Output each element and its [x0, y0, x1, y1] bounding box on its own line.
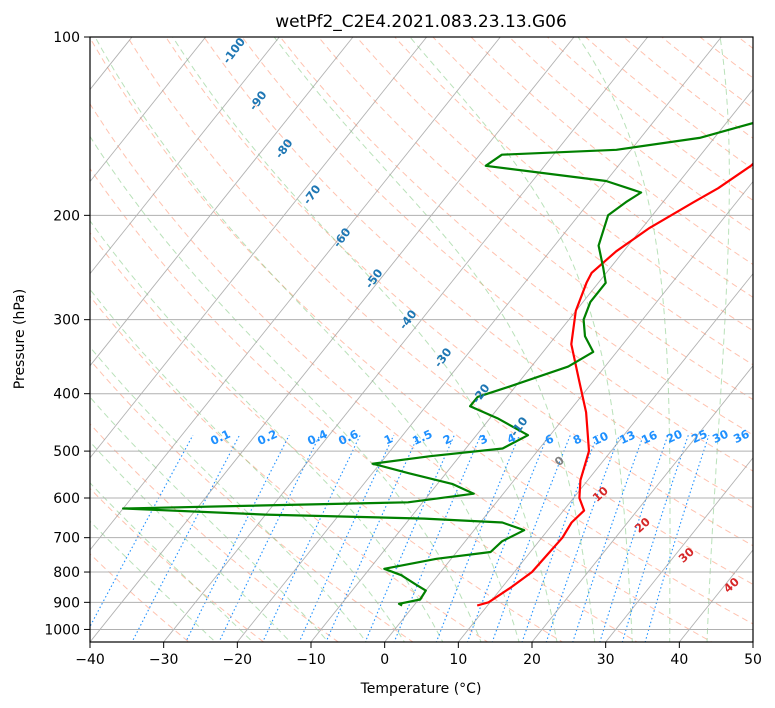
dry-adiabat-line	[355, 37, 753, 366]
isotherm-line	[531, 365, 753, 642]
mixing-ratio-label: 10	[590, 429, 610, 448]
x-tick-label: −20	[223, 652, 253, 668]
dry-adiabat-line	[90, 103, 713, 642]
moist-adiabat-line	[90, 135, 482, 642]
mixing-ratio-line	[435, 434, 520, 642]
temperature-profile-line	[476, 162, 753, 607]
moist-adiabat-line	[172, 37, 558, 642]
moist-adiabat-line	[90, 219, 444, 642]
x-axis-ticks: −40 −30 −20 −10 0 10 20 30 40 50	[75, 642, 762, 668]
mixing-ratio-label: 25	[689, 427, 709, 446]
mixing-ratio-label: 30	[710, 427, 730, 446]
isotherm-line	[236, 37, 722, 642]
moist-adiabat-line	[90, 520, 216, 642]
isotherm-line	[90, 37, 428, 459]
chart-title: wetPf2_C2E4.2021.083.23.13.G06	[275, 12, 567, 32]
plot-frame	[89, 36, 754, 643]
mixing-ratio-line	[298, 434, 395, 642]
mixing-ratio-line	[572, 435, 644, 642]
dry-adiabat-line	[165, 37, 753, 547]
mixing-ratio-line	[466, 434, 549, 642]
y-tick-label: 800	[53, 565, 80, 581]
mixing-ratio-label: 20	[664, 427, 684, 446]
dry-adiabat-line	[90, 231, 564, 642]
x-tick-label: 40	[670, 652, 688, 668]
x-tick-label: 0	[380, 652, 389, 668]
y-tick-label: 600	[53, 491, 80, 507]
mixing-ratio-label: 16	[639, 428, 659, 447]
isotherm-line	[90, 37, 575, 642]
mixing-ratio-line	[545, 435, 620, 642]
isotherm-line	[605, 457, 753, 642]
y-axis-ticks: 100 200 300 400 500 600 700 800 900 1000	[44, 30, 90, 638]
mixing-ratio-line	[131, 434, 240, 642]
isotherm-line	[90, 37, 280, 275]
x-tick-label: 30	[597, 652, 615, 668]
dry-adiabat-line	[127, 37, 753, 585]
isotherm-line	[310, 88, 753, 642]
x-tick-label: 20	[523, 652, 541, 668]
dry-adiabat-line	[203, 37, 753, 509]
y-tick-label: 1000	[44, 622, 80, 638]
x-tick-label: −10	[296, 652, 326, 668]
mixing-ratio-line	[90, 434, 194, 628]
dry-adiabat-line	[90, 295, 489, 642]
mixing-ratio-label: 13	[617, 428, 637, 447]
isotherm-line	[90, 37, 207, 183]
x-tick-label: 10	[449, 652, 467, 668]
moist-adiabat-line	[90, 346, 367, 642]
isotherm-line	[90, 37, 501, 551]
y-tick-label: 400	[53, 387, 80, 403]
y-tick-label: 300	[53, 313, 80, 329]
mixing-ratio-line	[262, 434, 361, 642]
moist-adiabat-line	[706, 37, 730, 642]
y-tick-label: 100	[53, 30, 80, 46]
moist-adiabat-line	[90, 441, 291, 642]
moist-adiabat-line	[273, 37, 596, 642]
dewpoint-profile-line	[122, 121, 753, 607]
moist-adiabat-line	[90, 482, 254, 642]
isotherm-line	[457, 272, 753, 642]
y-tick-label: 500	[53, 444, 80, 460]
mixing-ratio-line	[218, 434, 321, 642]
y-tick-label: 900	[53, 595, 80, 611]
moist-adiabat-line	[90, 396, 329, 642]
moist-adiabat-line	[90, 288, 406, 642]
y-tick-label: 200	[53, 208, 80, 224]
dry-adiabat-line	[90, 37, 753, 625]
x-axis-label: Temperature (°C)	[360, 681, 482, 697]
y-axis-label: Pressure (hPa)	[12, 289, 28, 389]
mixing-ratio-line	[491, 434, 571, 642]
x-tick-label: 50	[744, 652, 762, 668]
moist-adiabat-line	[577, 37, 671, 642]
mixing-ratio-line	[393, 434, 482, 642]
mixing-ratio-line	[185, 434, 290, 642]
dry-adiabat-line	[317, 37, 753, 401]
data-series	[122, 121, 753, 607]
dry-adiabat-line	[90, 423, 340, 642]
dry-adiabat-line	[90, 359, 414, 642]
x-tick-label: −40	[75, 652, 105, 668]
dry-adiabat-line	[90, 167, 639, 642]
isotherm-line	[90, 37, 354, 367]
x-tick-label: −30	[149, 652, 179, 668]
mixing-ratio-label: 36	[731, 427, 751, 446]
isotherm-line	[163, 37, 649, 642]
isotherm-line	[384, 180, 753, 642]
y-tick-label: 700	[53, 531, 80, 547]
dry-adiabat-line	[241, 37, 753, 472]
